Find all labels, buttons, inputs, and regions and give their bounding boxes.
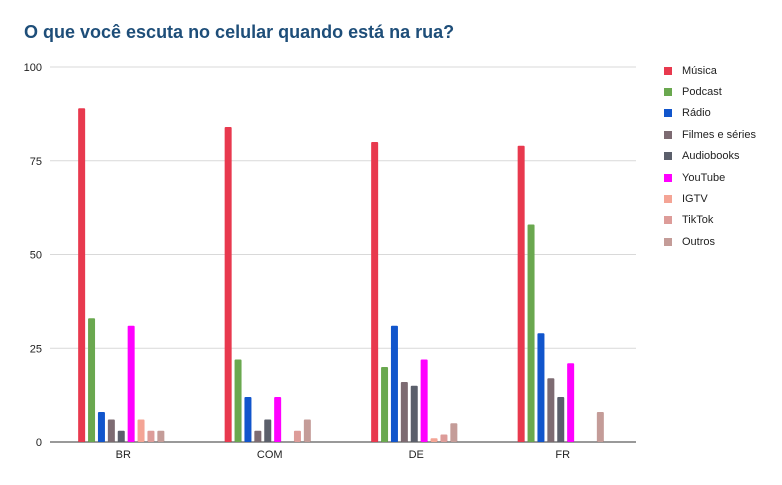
legend-swatch xyxy=(664,66,672,75)
bar-fr-8 xyxy=(596,412,604,442)
x-tick-label: FR xyxy=(555,449,570,461)
chart-title: O que você escuta no celular quando está… xyxy=(24,22,455,42)
legend-swatch xyxy=(664,152,672,161)
y-tick-label: 25 xyxy=(30,343,42,355)
legend-swatch xyxy=(664,109,672,118)
legend-label: Música xyxy=(682,64,717,77)
y-tick-label: 100 xyxy=(24,62,42,74)
legend-swatch xyxy=(664,237,672,246)
legend-swatch xyxy=(664,88,672,97)
bar-de-1 xyxy=(381,367,389,442)
bar-com-2 xyxy=(244,397,252,442)
bar-br-4 xyxy=(117,430,125,442)
bar-br-6 xyxy=(137,419,145,442)
x-tick-label: BR xyxy=(116,449,131,461)
legend-label: Outros xyxy=(682,235,716,248)
bar-br-1 xyxy=(88,318,96,442)
legend-item: Podcast xyxy=(664,81,756,102)
bar-de-8 xyxy=(450,423,458,442)
legend-item: TikTok xyxy=(664,210,756,231)
legend-label: TikTok xyxy=(682,214,714,227)
x-tick-label: COM xyxy=(257,449,283,461)
legend-item: YouTube xyxy=(664,167,756,188)
bar-br-2 xyxy=(97,412,105,442)
legend-item: Rádio xyxy=(664,103,756,124)
legend-label: Filmes e séries xyxy=(682,128,756,141)
bar-com-8 xyxy=(303,419,311,442)
legend-label: Rádio xyxy=(682,107,711,120)
bar-de-6 xyxy=(430,438,438,442)
bar-br-8 xyxy=(157,430,165,442)
bar-br-7 xyxy=(147,430,155,442)
x-axis-ticks: BR COM DE FR xyxy=(116,449,571,461)
bar-br-3 xyxy=(107,419,115,442)
legend-swatch xyxy=(664,173,672,182)
bar-com-3 xyxy=(254,430,262,442)
gridlines xyxy=(50,66,636,443)
legend-swatch xyxy=(664,195,672,204)
legend-swatch xyxy=(664,130,672,139)
bars xyxy=(78,108,604,442)
bar-de-4 xyxy=(410,385,418,442)
bar-de-5 xyxy=(420,359,428,442)
legend-label: Podcast xyxy=(682,86,722,99)
bar-fr-0 xyxy=(517,145,525,442)
x-tick-label: DE xyxy=(409,449,424,461)
y-axis-ticks: 0 25 50 75 100 xyxy=(24,62,42,449)
y-tick-label: 75 xyxy=(30,156,42,168)
bar-com-0 xyxy=(224,127,232,442)
legend-label: YouTube xyxy=(682,171,726,184)
legend-item: Audiobooks xyxy=(664,146,756,167)
bar-fr-2 xyxy=(537,333,545,442)
bar-de-7 xyxy=(440,434,448,442)
bar-com-4 xyxy=(264,419,272,442)
bar-de-2 xyxy=(390,325,398,442)
bar-com-7 xyxy=(293,430,301,442)
legend: Música Podcast Rádio Filmes e séries Audiobo… xyxy=(664,60,756,253)
bar-br-5 xyxy=(127,325,135,442)
bar-fr-1 xyxy=(527,224,535,442)
bar-fr-3 xyxy=(547,378,555,442)
bar-de-3 xyxy=(400,382,408,442)
legend-item: Filmes e séries xyxy=(664,124,756,145)
bar-fr-4 xyxy=(557,397,565,442)
legend-label: IGTV xyxy=(682,193,708,206)
bar-com-5 xyxy=(274,397,282,442)
legend-item: Outros xyxy=(664,231,756,252)
legend-swatch xyxy=(664,216,672,225)
bar-br-0 xyxy=(78,108,86,442)
legend-item: IGTV xyxy=(664,188,756,209)
y-tick-label: 50 xyxy=(30,250,42,262)
bar-fr-5 xyxy=(567,363,575,442)
bar-com-1 xyxy=(234,359,242,442)
legend-label: Audiobooks xyxy=(682,150,740,163)
legend-item: Música xyxy=(664,60,756,81)
bar-de-0 xyxy=(371,142,379,442)
y-tick-label: 0 xyxy=(36,437,42,449)
